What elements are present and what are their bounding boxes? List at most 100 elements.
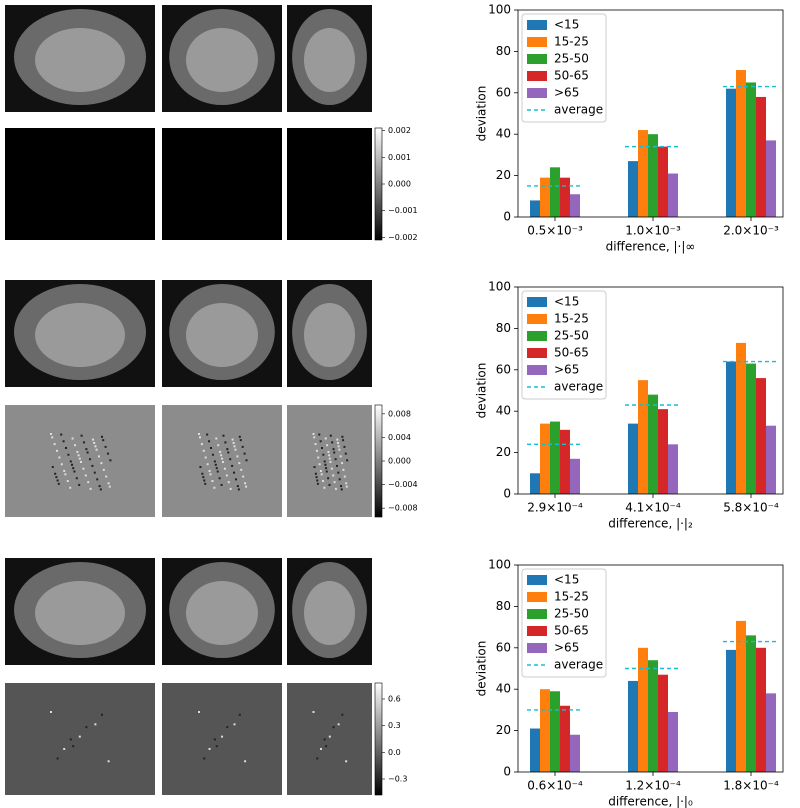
- speck: [328, 483, 331, 486]
- speck: [213, 486, 216, 489]
- speck: [323, 486, 326, 489]
- bar: [638, 130, 648, 217]
- bar: [726, 649, 736, 772]
- speck: [198, 436, 201, 439]
- speck: [54, 472, 57, 475]
- bar: [628, 680, 638, 772]
- speck: [337, 471, 340, 474]
- brain-inner: [186, 303, 258, 367]
- x-tick-label: 2.0×10⁻³: [723, 224, 779, 238]
- speck: [199, 466, 202, 469]
- axes-frame: [517, 286, 784, 495]
- speck: [211, 480, 214, 483]
- speck: [60, 463, 63, 466]
- speck: [315, 476, 318, 479]
- speck: [102, 439, 105, 442]
- speck: [215, 745, 218, 748]
- difference-map: [287, 683, 372, 795]
- y-axis-label: deviation: [475, 363, 489, 419]
- y-tick-label: 0: [503, 210, 511, 224]
- speck: [215, 467, 218, 470]
- speck: [332, 448, 335, 451]
- speck: [66, 480, 69, 483]
- speck: [330, 467, 333, 470]
- speck: [85, 448, 88, 451]
- speck: [198, 711, 200, 713]
- bar: [736, 620, 746, 772]
- colorbar-tick-label: 0.000: [388, 180, 411, 189]
- speck: [325, 745, 328, 748]
- x-tick-label: 2.9×10⁻⁴: [527, 501, 583, 515]
- speck: [327, 477, 330, 480]
- speck: [323, 460, 326, 463]
- legend-swatch: [527, 348, 547, 358]
- speck: [231, 464, 234, 467]
- speck: [328, 735, 331, 738]
- speck: [94, 445, 97, 448]
- speck: [238, 713, 241, 716]
- speck: [324, 437, 327, 440]
- speck: [51, 466, 54, 469]
- legend-swatch: [527, 54, 547, 64]
- x-axis-label: difference, |·|₂: [608, 517, 693, 531]
- speck: [321, 447, 323, 449]
- speck: [345, 485, 348, 488]
- difference-map: [162, 683, 282, 795]
- speck: [107, 452, 109, 455]
- y-tick-label: 40: [496, 682, 511, 696]
- y-tick-label: 60: [496, 640, 511, 654]
- speck: [92, 438, 94, 441]
- speck: [101, 435, 103, 438]
- speck: [334, 487, 337, 490]
- colorbar-tick-label: −0.001: [388, 206, 418, 215]
- speck: [319, 469, 322, 472]
- speck: [222, 461, 224, 463]
- legend-swatch: [527, 592, 547, 602]
- bar: [658, 146, 668, 217]
- bar: [756, 378, 766, 494]
- y-tick-label: 60: [496, 362, 511, 376]
- legend-label: 25-50: [554, 329, 589, 343]
- speck: [51, 436, 54, 439]
- legend-swatch: [527, 626, 547, 636]
- bar: [756, 96, 766, 217]
- speck: [337, 445, 340, 448]
- speck: [245, 459, 248, 462]
- legend-label: 25-50: [554, 52, 589, 66]
- legend-label: average: [554, 658, 603, 672]
- speck: [50, 433, 52, 435]
- legend-label: >65: [554, 363, 579, 377]
- legend-swatch: [527, 643, 547, 653]
- speck: [312, 711, 315, 713]
- speck: [341, 462, 344, 465]
- speck: [206, 433, 209, 436]
- y-tick-label: 40: [496, 127, 511, 141]
- y-tick-label: 0: [503, 765, 511, 779]
- speck: [64, 473, 67, 476]
- speck: [323, 738, 326, 741]
- speck: [322, 453, 325, 456]
- colorbar-tick-label: −0.008: [388, 504, 418, 513]
- speck: [245, 485, 248, 488]
- speck: [325, 470, 328, 473]
- speck: [333, 481, 336, 484]
- y-tick-label: 100: [488, 558, 511, 572]
- speck: [72, 745, 75, 748]
- bar: [766, 140, 776, 217]
- legend-swatch: [527, 331, 547, 341]
- speck: [105, 475, 108, 478]
- mri-images: [5, 5, 372, 795]
- x-tick-label: 0.6×10⁻⁴: [527, 779, 583, 793]
- speck: [95, 448, 98, 451]
- speck: [338, 478, 341, 481]
- speck: [74, 444, 76, 447]
- speck: [226, 726, 229, 729]
- speck: [76, 450, 79, 453]
- colorbar-tick-label: 0.004: [388, 433, 411, 442]
- speck: [80, 434, 83, 437]
- speck: [202, 449, 205, 452]
- legend-label: 15-25: [554, 590, 589, 604]
- bar: [530, 200, 540, 217]
- speck: [208, 469, 211, 472]
- speck: [78, 457, 81, 460]
